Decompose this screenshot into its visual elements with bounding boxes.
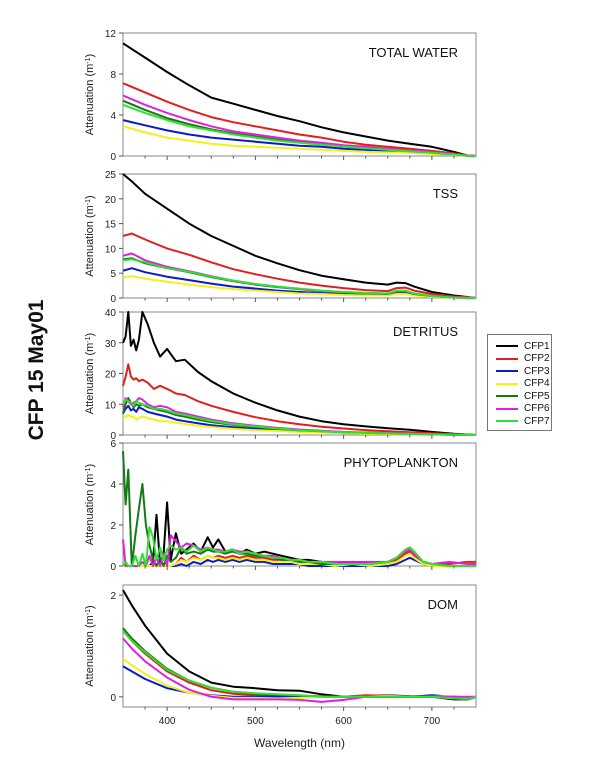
legend-label: CFP3 [524,365,550,377]
y-tick-label: 20 [105,370,117,381]
legend-item-cfp3: CFP3 [496,365,551,378]
x-tick-label: 600 [335,716,352,727]
legend-swatch [496,407,518,410]
legend-swatch [496,370,518,373]
y-axis-label: Attenuation (m-1) [84,605,96,686]
series-line-cfp7 [122,630,477,700]
legend-swatch [496,395,518,398]
legend-item-cfp4: CFP4 [496,378,551,391]
series-line-cfp2 [122,363,477,436]
superscript: -1 [85,336,92,342]
series-line-cfp7 [122,258,477,299]
legend-label: CFP1 [524,340,550,352]
panel-title: DETRITUS [393,324,458,339]
y-tick-label: 2 [110,521,116,532]
series-line-cfp4 [122,275,477,299]
panel-title: DOM [428,597,458,612]
y-axis-label: Attenuation (m-1) [84,195,96,276]
superscript: -1 [85,199,92,205]
series-line-cfp7 [122,526,476,567]
y-axis-label: Attenuation (m-1) [84,464,96,545]
series-line-cfp4 [122,657,477,700]
superscript: -1 [85,57,92,63]
x-tick-label: 500 [247,716,264,727]
panel-total-water: 0 4 8 12 Attenuation (m-1) TOTAL WATER [84,29,477,163]
panel-title: TSS [433,186,459,201]
series-line-cfp7 [122,398,477,436]
legend-label: CFP2 [524,353,550,365]
y-tick-label: 12 [105,29,117,40]
series-line-cfp6 [122,637,476,703]
y-tick-label: 8 [110,70,116,81]
panel-title: TOTAL WATER [369,45,458,60]
y-tick-label: 40 [105,308,117,319]
legend-label: CFP6 [524,403,550,415]
y-tick-label: 4 [110,111,116,122]
legend-item-cfp6: CFP6 [496,403,551,416]
panel-detritus: 0 10 20 30 40 Attenuation (m-1) DETRITUS [84,308,477,442]
panel-phytoplankton: 0 2 4 6 Attenuation (m-1) PHYTOPLANKTON [84,439,477,573]
y-tick-label: 15 [105,220,117,231]
legend-label: CFP7 [524,415,550,427]
y-tick-label: 6 [110,439,116,450]
legend-item-cfp7: CFP7 [496,415,551,428]
legend-item-cfp5: CFP5 [496,390,551,403]
legend-item-cfp2: CFP2 [496,353,551,366]
y-tick-label: 0 [110,294,116,305]
y-tick-label: 25 [105,170,117,181]
y-tick-label: 2 [110,591,116,602]
legend: CFP1 CFP2 CFP3 CFP4 CFP5 CFP6 CFP7 [487,334,552,431]
y-axis-label: Attenuation (m-1) [84,54,96,135]
x-axis-label: Wavelength (nm) [254,736,345,750]
y-tick-label: 5 [110,269,116,280]
superscript: -1 [85,609,92,615]
y-tick-label: 20 [105,195,117,206]
y-tick-label: 0 [110,693,116,704]
series-line-cfp1 [122,173,477,299]
y-tick-label: 30 [105,339,117,350]
panel-dom: 0 2 Attenuation (m-1) DOM 400 500 600 700 Wavele… [84,584,477,750]
x-tick-label: 700 [424,716,441,727]
x-tick-label: 400 [159,716,176,727]
series-line-cfp1 [122,42,477,157]
series-line-cfp2 [122,232,477,299]
legend-swatch [496,382,518,385]
y-tick-label: 0 [110,431,116,442]
panel-tss: 0 5 10 15 20 25 Attenuation (m-1) TSS [84,170,477,305]
series-line-cfp5 [122,99,477,157]
figure-main-title: CFP 15 May01 [25,299,48,441]
superscript: -1 [85,467,92,473]
legend-label: CFP5 [524,390,550,402]
series-line-cfp4 [123,552,476,567]
legend-swatch [496,357,518,360]
legend-swatch [496,420,518,423]
legend-swatch [496,345,518,348]
legend-label: CFP4 [524,378,550,390]
legend-item-cfp1: CFP1 [496,340,551,353]
plot-frame [122,173,477,299]
y-tick-label: 10 [105,244,117,255]
series-line-cfp1 [122,311,477,436]
y-tick-label: 0 [110,562,116,573]
y-tick-label: 10 [105,400,117,411]
y-tick-label: 4 [110,480,116,491]
series-line-cfp7 [122,103,477,157]
panel-title: PHYTOPLANKTON [344,455,458,470]
y-axis-label: Attenuation (m-1) [84,333,96,414]
y-tick-label: 0 [110,152,116,163]
